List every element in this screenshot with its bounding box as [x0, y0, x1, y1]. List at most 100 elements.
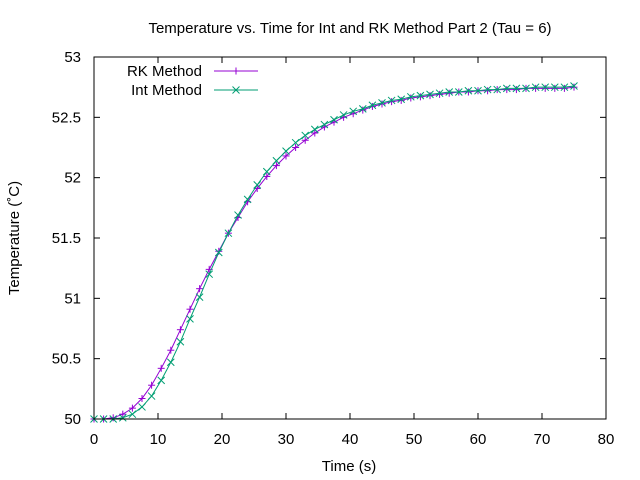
- data-point-rk-method: [407, 94, 415, 102]
- data-point-int-method: [128, 410, 137, 419]
- x-tick-label: 80: [598, 431, 615, 448]
- x-tick-label: 30: [278, 431, 295, 448]
- data-point-int-method: [224, 229, 233, 238]
- data-point-int-method: [406, 92, 415, 101]
- y-tick-label: 52.5: [52, 109, 81, 126]
- data-point-int-method: [483, 85, 492, 94]
- data-point-rk-method: [560, 84, 568, 92]
- x-tick-label: 0: [90, 431, 98, 448]
- y-tick-label: 50.5: [52, 351, 81, 368]
- data-point-int-method: [234, 211, 242, 219]
- data-point-rk-method: [282, 152, 290, 160]
- data-point-rk-method: [186, 305, 194, 313]
- data-point-int-method: [282, 147, 290, 155]
- x-tick-label: 50: [406, 431, 423, 448]
- data-point-rk-method: [311, 129, 319, 137]
- data-point-int-method: [368, 101, 377, 110]
- data-point-rk-method: [128, 404, 136, 412]
- data-point-int-method: [243, 195, 252, 204]
- data-point-int-method: [435, 89, 444, 98]
- x-tick-label: 40: [342, 431, 359, 448]
- data-point-rk-method: [532, 84, 540, 92]
- data-point-int-method: [387, 96, 396, 105]
- x-tick-label: 20: [214, 431, 231, 448]
- data-point-int-method: [416, 91, 425, 100]
- data-point-rk-method: [176, 326, 184, 334]
- data-point-int-method: [426, 90, 434, 99]
- legend: RK Method Int Method: [127, 63, 258, 99]
- data-point-int-method: [358, 105, 367, 113]
- legend-marker-symbol: [232, 86, 240, 94]
- data-point-rk-method: [464, 88, 472, 96]
- data-point-rk-method: [196, 285, 204, 293]
- legend-label-rk-method: RK Method: [127, 63, 202, 80]
- data-point-int-method: [522, 84, 530, 93]
- data-point-rk-method: [426, 92, 434, 100]
- data-point-int-method: [272, 156, 281, 165]
- x-tick-label: 60: [470, 431, 487, 448]
- data-point-rk-method: [148, 381, 156, 389]
- data-point-int-method: [531, 83, 540, 92]
- data-point-rk-method: [167, 346, 175, 354]
- data-point-rk-method: [138, 394, 146, 402]
- y-tick-label: 51.5: [52, 230, 81, 247]
- data-point-int-method: [445, 88, 454, 96]
- data-point-rk-method: [119, 410, 127, 418]
- data-point-int-method: [349, 107, 358, 116]
- x-tick-label: 70: [534, 431, 551, 448]
- data-point-int-method: [330, 115, 338, 124]
- data-point-int-method: [301, 131, 310, 140]
- data-point-int-method: [570, 82, 578, 90]
- data-point-int-method: [291, 138, 300, 147]
- data-point-int-method: [320, 120, 329, 129]
- y-tick-label: 51: [64, 290, 81, 307]
- data-point-int-method: [378, 98, 386, 107]
- data-point-rk-method: [484, 87, 492, 95]
- data-point-int-method: [397, 95, 406, 104]
- legend-marker-symbol: [232, 67, 240, 75]
- data-point-rk-method: [541, 84, 549, 92]
- data-point-rk-method: [436, 90, 444, 98]
- data-point-rk-method: [397, 96, 405, 104]
- data-point-int-method: [262, 167, 271, 176]
- legend-marker-int-method: [232, 86, 240, 94]
- data-point-int-method: [502, 84, 511, 93]
- data-point-int-method: [339, 111, 348, 119]
- chart-title: Temperature vs. Time for Int and RK Meth…: [148, 20, 551, 37]
- data-point-rk-method: [109, 414, 117, 422]
- data-point-int-method: [176, 337, 185, 346]
- series-layer: [90, 82, 578, 423]
- data-point-int-method: [550, 83, 559, 92]
- data-point-rk-method: [551, 84, 559, 92]
- x-axis-label: Time (s): [322, 458, 376, 475]
- data-point-int-method: [195, 293, 204, 301]
- data-point-rk-method: [301, 136, 309, 144]
- data-point-int-method: [474, 86, 482, 95]
- legend-marker-rk-method: [232, 67, 240, 75]
- data-point-int-method: [512, 84, 521, 93]
- data-point-int-method: [310, 125, 319, 134]
- x-tick-label: 10: [150, 431, 167, 448]
- y-tick-label: 50: [64, 411, 81, 428]
- data-point-rk-method: [378, 100, 386, 108]
- legend-label-int-method: Int Method: [131, 82, 202, 99]
- data-point-int-method: [205, 270, 214, 279]
- data-point-int-method: [186, 314, 194, 323]
- data-point-rk-method: [292, 144, 300, 151]
- data-point-rk-method: [157, 364, 165, 372]
- y-tick-label: 53: [64, 49, 81, 66]
- data-point-int-method: [493, 85, 502, 94]
- data-point-int-method: [166, 358, 175, 367]
- data-point-int-method: [253, 181, 262, 189]
- data-point-rk-method: [503, 86, 511, 94]
- plot-area-border: [93, 56, 607, 420]
- y-axis-label: Temperature (˚C): [6, 181, 23, 295]
- data-point-rk-method: [416, 93, 424, 101]
- data-point-int-method: [157, 376, 166, 385]
- data-point-int-method: [541, 83, 550, 92]
- data-point-rk-method: [445, 89, 453, 97]
- data-point-int-method: [118, 413, 127, 422]
- data-point-int-method: [138, 403, 146, 411]
- y-tick-label: 52: [64, 170, 81, 187]
